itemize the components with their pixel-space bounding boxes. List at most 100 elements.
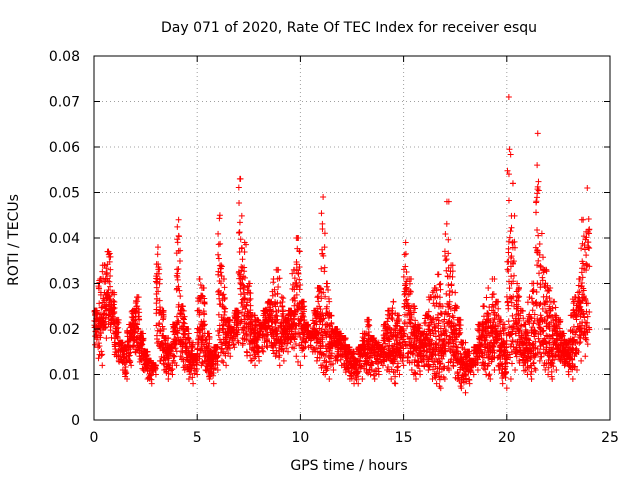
data-point [318,265,325,272]
data-point [259,343,266,350]
data-point [580,311,587,318]
data-point [155,288,162,295]
data-point [129,343,136,350]
data-point [322,293,329,300]
data-point [97,311,104,318]
data-point [396,352,403,359]
data-point [107,327,114,334]
data-point [134,298,141,305]
data-point [549,360,556,367]
data-point [127,359,134,366]
data-point [408,366,415,373]
data-point [525,339,532,346]
data-point [479,333,486,340]
data-point [367,350,374,357]
data-point [389,305,396,312]
data-point [462,372,469,379]
data-point [99,299,106,306]
data-point [107,253,114,260]
data-point [170,328,177,335]
data-point [101,262,108,269]
data-point [447,324,454,331]
data-point [530,359,537,366]
data-point [487,317,494,324]
data-point [529,280,536,287]
data-point [483,294,490,301]
data-point [550,298,557,305]
data-point [139,337,146,344]
data-point [517,336,524,343]
data-point [105,286,112,293]
data-point [175,283,182,290]
data-point [287,307,294,314]
data-point [428,294,435,301]
data-point [456,321,463,328]
x-axis-ticks: 0 5 10 15 20 25 [90,56,619,446]
data-point [92,341,99,348]
data-point [542,366,549,373]
data-point [359,334,366,341]
data-point [437,303,444,310]
data-point [309,317,316,324]
data-point [332,353,339,360]
data-point [579,310,586,317]
data-point [293,291,300,298]
data-point [400,330,407,337]
data-point [223,362,230,369]
data-point [157,307,164,314]
data-point [188,366,195,373]
data-point [550,324,557,331]
data-point [255,353,262,360]
data-point [436,383,443,390]
data-point [584,319,591,326]
data-point [355,380,362,387]
data-point [578,306,585,313]
data-point [154,244,161,251]
data-point [441,316,448,323]
data-point [363,369,370,376]
data-point [229,337,236,344]
data-point [537,326,544,333]
data-point [233,331,240,338]
data-point [525,313,532,320]
data-point [515,294,522,301]
data-point [223,338,230,345]
data-point [389,311,396,318]
data-point [146,370,153,377]
data-point [539,305,546,312]
data-point [328,320,335,327]
data-point [256,332,263,339]
data-point [450,314,457,321]
data-point [539,274,546,281]
data-point [529,324,536,331]
data-point [270,279,277,286]
data-point [107,283,114,290]
data-point [506,285,513,292]
data-point [124,333,131,340]
data-point [505,93,512,100]
data-point [315,338,322,345]
data-point [449,262,456,269]
data-point [319,336,326,343]
data-point [174,236,181,243]
data-point [268,332,275,339]
data-point [389,343,396,350]
data-point [153,306,160,313]
data-point [499,380,506,387]
data-point [322,330,329,337]
data-point [430,366,437,373]
data-point [429,352,436,359]
data-point [174,239,181,246]
data-point [570,300,577,307]
data-point [442,328,449,335]
data-point [506,146,513,153]
data-point [165,360,172,367]
data-point [301,353,308,360]
data-point [275,283,282,290]
data-point [528,347,535,354]
data-point [527,371,534,378]
data-point [158,353,165,360]
data-point [537,343,544,350]
data-point [573,316,580,323]
data-point [502,363,509,370]
